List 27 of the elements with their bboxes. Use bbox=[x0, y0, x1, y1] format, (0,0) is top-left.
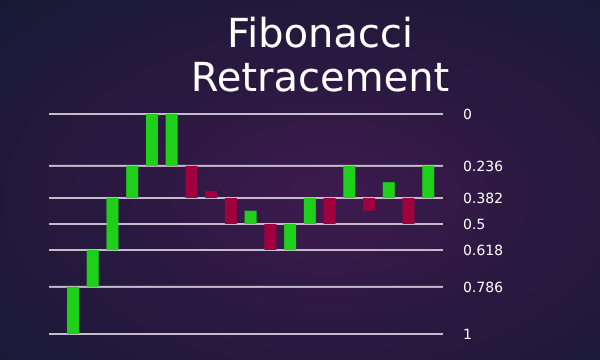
bar bbox=[324, 198, 336, 224]
bar bbox=[304, 198, 316, 224]
bar bbox=[402, 198, 415, 224]
bar bbox=[244, 210, 257, 224]
bar bbox=[146, 114, 158, 166]
bar bbox=[67, 286, 79, 334]
bar bbox=[343, 166, 356, 198]
bar bbox=[264, 224, 276, 250]
bar bbox=[422, 166, 434, 198]
bar bbox=[382, 182, 395, 198]
bar bbox=[284, 224, 296, 250]
bar bbox=[185, 166, 198, 198]
y-tick-label: 0 bbox=[463, 106, 472, 123]
y-tick-label: 0.236 bbox=[463, 158, 504, 175]
y-tick-label: 0.618 bbox=[463, 242, 504, 259]
bar bbox=[205, 191, 218, 198]
bar bbox=[224, 198, 237, 224]
y-tick-label: 0.382 bbox=[463, 191, 504, 208]
bar bbox=[106, 198, 118, 250]
y-tick-label: 0.786 bbox=[463, 280, 504, 296]
y-tick-label: 0.5 bbox=[463, 216, 486, 233]
y-tick-label: 1 bbox=[463, 326, 472, 343]
bar bbox=[166, 114, 178, 166]
bar bbox=[86, 250, 99, 287]
bar bbox=[363, 198, 376, 211]
chart-title: Fibonacci Retracement bbox=[190, 11, 450, 101]
bar bbox=[126, 166, 138, 198]
